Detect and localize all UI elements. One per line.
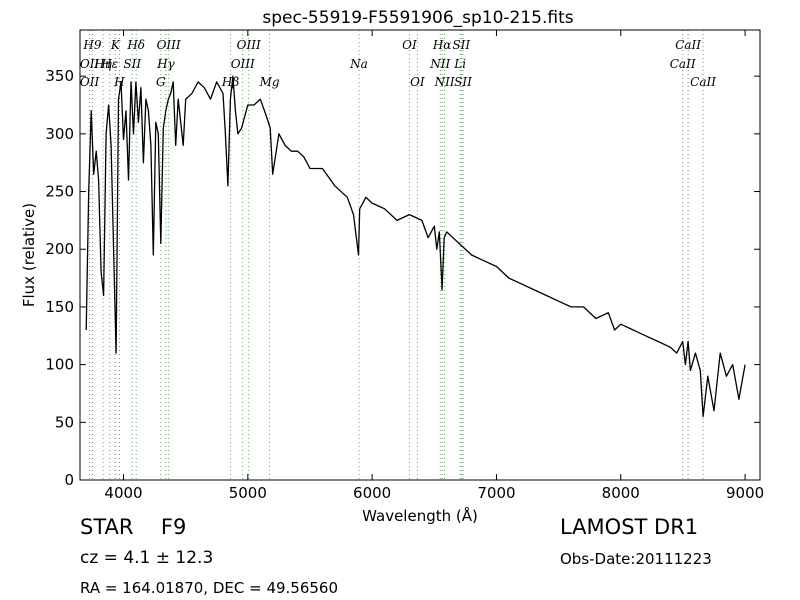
x-tick-label: 9000 [726,484,764,502]
spectral-line-label: NII [429,57,450,71]
x-tick-label: 7000 [477,484,515,502]
x-axis-label: Wavelength (Å) [362,506,478,525]
spectral-line-label: OII [80,57,100,71]
y-tick-label: 0 [64,471,74,489]
spectral-line-label: Li [453,57,466,71]
x-tick-label: 6000 [353,484,391,502]
spectral-line-label: H [113,75,125,89]
object-class: STAR F9 [80,515,186,539]
spectral-line-markers [89,30,704,480]
x-tick-label: 5000 [229,484,267,502]
spectral-line-label: Hα [432,38,452,52]
redshift-text: cz = 4.1 ± 12.3 [80,548,214,568]
spectral-line-label: K [110,38,121,52]
spectral-line-label: CaII [670,57,696,71]
spectral-line-label: Hε [100,57,118,71]
y-axis-label: Flux (relative) [20,203,38,307]
spectral-line-label: H9 [82,38,101,52]
y-tick-label: 300 [45,125,74,143]
spectral-line-label: NII [434,75,455,89]
spectral-line-label: Hβ [221,75,239,89]
plot-area-frame [79,29,761,481]
x-tick-label: 8000 [602,484,640,502]
y-tick-label: 100 [45,356,74,374]
spectral-line-label: G [156,75,166,89]
spectral-line-label: Hδ [126,38,145,52]
spectral-line-label: OII [80,75,100,89]
spectral-line-label: CaII [675,38,701,52]
obs-date-text: Obs-Date:20111223 [560,550,712,568]
spectral-line-label: Hη [93,57,112,71]
spectral-line-label: OIII [231,57,255,71]
spectral-line-label: Mg [259,75,280,89]
class-text: STAR [80,515,134,539]
axis-ticks: 4000 5000 6000 7000 8000 9000 0 50 100 150 200 250 3… [45,30,764,502]
spectrum-line [85,75,746,418]
survey-name: LAMOST DR1 [560,515,699,539]
spectral-line-label: SII [454,75,472,89]
y-tick-label: 50 [55,413,74,431]
spectral-line-label: SII [452,38,470,52]
y-tick-label: 250 [45,183,74,201]
spectral-line-label: OIII [157,38,181,52]
spectral-line-label: OIII [237,38,261,52]
y-tick-label: 200 [45,240,74,258]
spectral-line-label: OI [410,75,425,89]
coordinates-text: RA = 164.01870, DEC = 49.56560 [80,579,339,597]
spectral-line-label: SII [123,57,141,71]
spectral-line-label: Na [349,57,368,71]
spectral-line-label: OI [402,38,417,52]
x-tick-label: 4000 [104,484,142,502]
subclass-text: F9 [160,515,187,539]
spectral-line-label: CaII [690,75,716,89]
chart-title: spec-55919-F5591906_sp10-215.fits [262,8,573,28]
y-tick-label: 150 [45,298,74,316]
spectral-line-label: Hγ [156,57,175,71]
y-tick-label: 350 [45,67,74,85]
